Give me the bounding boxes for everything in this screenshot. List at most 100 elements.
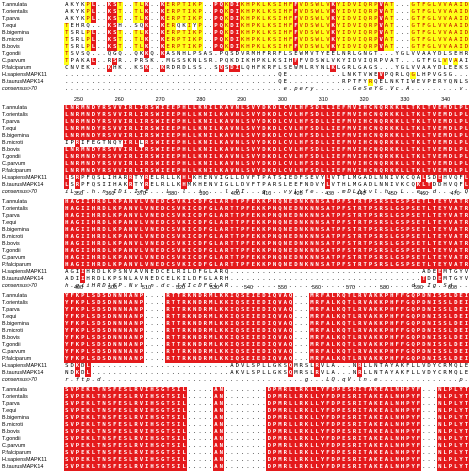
residue: D xyxy=(261,140,267,147)
residue: . xyxy=(235,72,239,78)
residue: P xyxy=(117,220,123,227)
residue: . xyxy=(235,394,239,400)
residue: . xyxy=(251,377,255,383)
residue: M xyxy=(309,314,315,321)
residue: . xyxy=(438,377,442,383)
residue: i xyxy=(123,189,127,195)
residue: Y xyxy=(95,168,102,175)
residue: I xyxy=(175,464,182,471)
residue: M xyxy=(79,161,86,168)
residue: H xyxy=(362,140,368,147)
residue: G xyxy=(410,16,416,23)
residue: S xyxy=(149,147,155,154)
residue: . xyxy=(422,415,426,421)
residue: T xyxy=(458,213,464,220)
residue: L xyxy=(319,44,326,51)
residue: S xyxy=(399,206,405,213)
residue: S xyxy=(319,227,326,234)
residue: S xyxy=(245,147,251,154)
residue: C xyxy=(438,370,442,376)
residue: Y xyxy=(255,154,262,161)
residue: . xyxy=(363,276,367,282)
residue: G xyxy=(74,206,80,213)
residue: . xyxy=(203,429,207,435)
residue: M xyxy=(443,269,447,275)
residue: . xyxy=(246,377,250,383)
residue: A xyxy=(75,58,79,64)
residue: P xyxy=(405,457,411,464)
species-label: C.parvum xyxy=(2,58,26,64)
residue: K xyxy=(389,140,395,147)
residue: N xyxy=(436,436,443,443)
residue: H xyxy=(389,293,395,300)
residue: V xyxy=(277,328,283,335)
residue: L xyxy=(287,415,294,422)
residue: A xyxy=(65,9,69,15)
residue: . xyxy=(406,2,410,8)
residue: . xyxy=(155,2,159,8)
residue: C xyxy=(367,126,374,133)
residue: F xyxy=(459,182,463,188)
residue: R xyxy=(378,206,384,213)
residue: L xyxy=(239,119,246,126)
residue: R xyxy=(74,161,80,168)
residue: L xyxy=(213,241,219,248)
residue: . xyxy=(272,189,276,195)
residue: Q xyxy=(86,51,90,57)
residue: S xyxy=(170,443,176,450)
residue: V xyxy=(325,30,331,37)
residue: Y xyxy=(95,119,102,126)
residue: I xyxy=(431,321,437,328)
residue: . xyxy=(384,51,388,57)
residue: Y xyxy=(319,450,326,457)
residue: L xyxy=(389,457,395,464)
residue: L xyxy=(351,335,358,342)
residue: V xyxy=(69,408,75,415)
residue: S xyxy=(346,241,352,248)
residue: S xyxy=(106,429,112,436)
residue: V xyxy=(431,133,437,140)
residue: F xyxy=(202,199,208,206)
residue: . xyxy=(208,37,213,43)
residue: . xyxy=(145,349,149,355)
residue: K xyxy=(143,30,150,37)
residue: K xyxy=(378,300,384,307)
residue: Y xyxy=(432,363,436,369)
residue: P xyxy=(271,415,278,422)
residue: A xyxy=(325,342,331,349)
residue: . xyxy=(155,23,159,29)
residue: . xyxy=(459,72,463,78)
residue: P xyxy=(138,307,144,314)
residue: H xyxy=(149,394,155,401)
residue: K xyxy=(378,321,384,328)
residue: c xyxy=(192,283,197,289)
residue: E xyxy=(335,140,342,147)
residue: T xyxy=(64,23,70,30)
residue: Q xyxy=(277,255,283,262)
residue: V xyxy=(111,119,118,126)
residue: K xyxy=(246,58,250,64)
residue: I xyxy=(79,213,86,220)
residue: Y xyxy=(118,140,122,146)
residue: C xyxy=(367,168,374,175)
residue: R xyxy=(383,133,390,140)
residue: L xyxy=(102,276,106,282)
residue: H xyxy=(298,126,304,133)
residue: . xyxy=(315,269,319,275)
residue: D xyxy=(90,154,96,161)
residue: R xyxy=(463,262,469,269)
residue: V xyxy=(111,112,118,119)
residue: T xyxy=(379,370,383,376)
residue: T xyxy=(229,248,235,255)
residue: K xyxy=(266,119,272,126)
residue: L xyxy=(389,248,395,255)
residue: T xyxy=(181,2,187,9)
residue: E xyxy=(79,457,86,464)
residue: . xyxy=(331,86,335,92)
residue: S xyxy=(373,206,379,213)
residue: N xyxy=(298,220,304,227)
residue: P xyxy=(138,328,144,335)
residue: Q xyxy=(362,44,368,51)
